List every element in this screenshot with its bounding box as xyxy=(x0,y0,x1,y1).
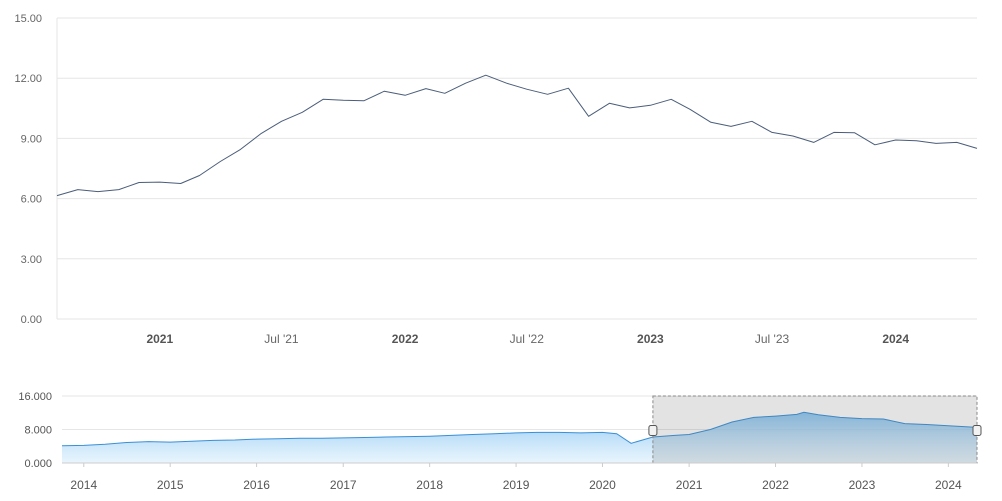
main-x-tick-label: 2023 xyxy=(637,332,664,346)
main-data-point xyxy=(382,89,386,93)
main-data-point xyxy=(729,124,733,128)
navigator-handle-right[interactable] xyxy=(972,425,982,436)
main-data-point xyxy=(750,119,754,123)
main-data-point xyxy=(158,180,162,184)
main-data-point xyxy=(279,119,283,123)
main-data-point xyxy=(464,81,468,85)
main-data-point xyxy=(975,146,979,150)
navigator-x-tick-label: 2019 xyxy=(503,478,530,492)
navigator-line xyxy=(61,411,978,447)
main-grid xyxy=(56,17,977,320)
main-data-point xyxy=(55,194,59,198)
main-data-point xyxy=(812,140,816,144)
main-x-tick-label: Jul '22 xyxy=(510,332,545,346)
main-x-tick-label: Jul '23 xyxy=(755,332,790,346)
main-data-point xyxy=(770,130,774,134)
navigator-area xyxy=(62,412,977,463)
main-data-point xyxy=(137,181,141,185)
main-data-point xyxy=(525,87,529,91)
main-data-point xyxy=(197,174,201,178)
main-y-tick-label: 3.00 xyxy=(21,254,42,266)
navigator-y-tick-label: 8.000 xyxy=(24,425,52,437)
main-y-tick-label: 15.00 xyxy=(14,13,42,25)
main-data-point xyxy=(566,86,570,90)
navigator-y-tick-label: 0.000 xyxy=(24,458,52,470)
main-data-point xyxy=(179,182,183,186)
main-data-point xyxy=(587,114,591,118)
main-data-point xyxy=(688,107,692,111)
main-data-point xyxy=(117,188,121,192)
navigator-y-axis: 0.000 8.000 16.000 xyxy=(18,391,52,470)
main-data-point xyxy=(259,131,263,135)
main-data-point xyxy=(403,93,407,97)
main-y-tick-label: 9.00 xyxy=(21,133,42,145)
main-y-axis: 0.00 3.00 6.00 9.00 12.00 15.00 xyxy=(14,13,42,326)
main-y-tick-label: 0.00 xyxy=(21,314,42,326)
main-data-point xyxy=(341,98,345,102)
main-y-tick-label: 6.00 xyxy=(21,194,42,206)
main-data-point xyxy=(669,97,673,101)
navigator-x-tick-label: 2020 xyxy=(589,478,616,492)
main-data-point xyxy=(955,140,959,144)
navigator-x-tick-label: 2023 xyxy=(849,478,876,492)
navigator-handle-left[interactable] xyxy=(648,425,658,436)
navigator-x-tick-label: 2014 xyxy=(70,478,97,492)
main-data-point xyxy=(873,143,877,147)
navigator-x-tick-label: 2024 xyxy=(935,478,962,492)
main-series-line xyxy=(56,74,978,197)
main-data-point xyxy=(607,101,611,105)
navigator-x-axis: 2014 2015 2016 2017 2018 2019 2020 2021 2022 2023… xyxy=(62,462,977,492)
main-y-tick-label: 12.00 xyxy=(14,73,42,85)
main-data-point xyxy=(218,159,222,163)
main-data-point xyxy=(505,81,509,85)
navigator-x-tick-label: 2016 xyxy=(243,478,270,492)
navigator-x-tick-label: 2017 xyxy=(330,478,357,492)
main-data-point xyxy=(424,87,428,91)
main-data-point xyxy=(832,130,836,134)
navigator-x-tick-label: 2015 xyxy=(157,478,184,492)
main-data-point xyxy=(915,139,919,143)
main-data-point xyxy=(894,138,898,142)
main-data-point xyxy=(362,99,366,103)
main-x-tick-label: Jul '21 xyxy=(264,332,299,346)
main-data-point xyxy=(300,110,304,114)
navigator-y-tick-label: 16.000 xyxy=(18,391,52,403)
main-data-point xyxy=(96,190,100,194)
main-x-tick-label: 2022 xyxy=(392,332,419,346)
navigator-x-tick-label: 2022 xyxy=(762,478,789,492)
main-x-tick-label: 2021 xyxy=(146,332,173,346)
main-data-point xyxy=(791,134,795,138)
main-data-point xyxy=(443,91,447,95)
main-data-point xyxy=(321,97,325,101)
main-data-point xyxy=(238,147,242,151)
main-data-point xyxy=(628,106,632,110)
main-data-point xyxy=(484,73,488,77)
main-data-point xyxy=(934,141,938,145)
main-data-point xyxy=(76,188,80,192)
main-x-tick-label: 2024 xyxy=(882,332,909,346)
main-data-point xyxy=(648,103,652,107)
main-data-point xyxy=(709,120,713,124)
navigator-selection[interactable] xyxy=(648,395,982,464)
main-data-point xyxy=(853,131,857,135)
main-data-point xyxy=(546,92,550,96)
main-series xyxy=(55,73,979,198)
navigator-series xyxy=(61,411,978,463)
navigator-x-tick-label: 2021 xyxy=(676,478,703,492)
navigator-selection-window[interactable] xyxy=(652,395,978,464)
main-x-axis: 2021 Jul '21 2022 Jul '22 2023 Jul '23 2024 xyxy=(146,332,909,346)
navigator-x-tick-label: 2018 xyxy=(416,478,443,492)
